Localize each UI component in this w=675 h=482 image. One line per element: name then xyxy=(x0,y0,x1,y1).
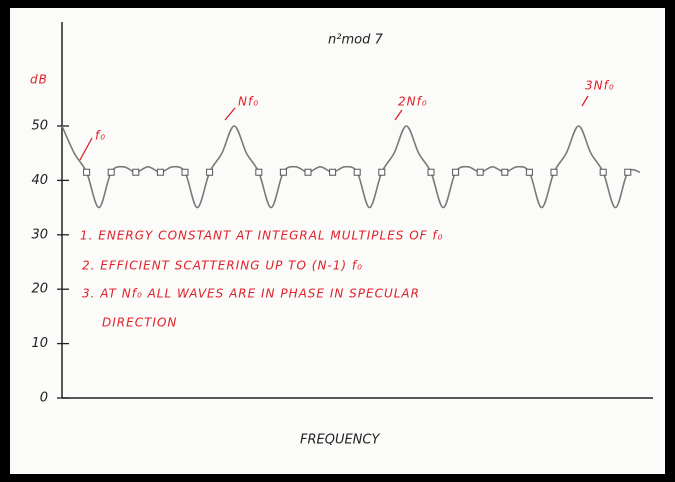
sample-marker xyxy=(330,169,336,175)
sample-marker xyxy=(280,169,286,175)
note: 3. AT Nf₀ ALL WAVES ARE IN PHASE IN SPEC… xyxy=(82,287,420,301)
annotation-pointer xyxy=(225,108,235,120)
chart-title: n²mod 7 xyxy=(328,33,383,48)
annotation-pointer xyxy=(582,96,588,106)
y-tick-label: 10 xyxy=(31,336,48,351)
sample-marker xyxy=(551,169,557,175)
sample-marker xyxy=(133,169,139,175)
y-tick-label: 50 xyxy=(31,119,48,134)
note: DIRECTION xyxy=(102,316,177,330)
sample-marker xyxy=(625,169,631,175)
sample-marker xyxy=(526,169,532,175)
sample-marker xyxy=(256,169,262,175)
sample-marker xyxy=(157,169,163,175)
sample-marker xyxy=(108,169,114,175)
response-curve xyxy=(62,126,640,208)
sample-marker xyxy=(502,169,508,175)
y-tick-label: 40 xyxy=(31,173,48,188)
peak-annotation: 3Nf₀ xyxy=(585,79,615,93)
sample-marker xyxy=(207,169,213,175)
x-axis-label: FREQUENCY xyxy=(300,433,380,448)
note: 1. ENERGY CONSTANT AT INTEGRAL MULTIPLES… xyxy=(80,229,443,243)
peak-annotation: f₀ xyxy=(95,129,106,143)
sample-marker xyxy=(428,169,434,175)
sample-marker xyxy=(477,169,483,175)
y-tick-label: 30 xyxy=(31,227,48,242)
note: 2. EFFICIENT SCATTERING UP TO (N-1) f₀ xyxy=(82,259,363,273)
peak-annotation: Nf₀ xyxy=(238,95,259,109)
paper: n²mod 7 FREQUENCY dB 0 10 20 30 40 50 f₀ Nf₀ 2Nf₀… xyxy=(10,8,665,474)
sample-marker xyxy=(305,169,311,175)
y-tick-label: 0 xyxy=(40,391,48,406)
y-axis-label: dB xyxy=(30,73,48,87)
page: {"chart_data": { "type": "line", "title"… xyxy=(0,0,675,482)
chart: n²mod 7 FREQUENCY dB 0 10 20 30 40 50 f₀ Nf₀ 2Nf₀… xyxy=(10,8,665,474)
peak-annotation: 2Nf₀ xyxy=(398,95,428,109)
annotation-pointer xyxy=(395,110,402,120)
sample-marker xyxy=(379,169,385,175)
annotation-pointer xyxy=(80,138,92,160)
y-tick-label: 20 xyxy=(31,282,48,297)
sample-marker xyxy=(84,169,90,175)
sample-marker xyxy=(182,169,188,175)
sample-marker xyxy=(453,169,459,175)
sample-marker xyxy=(600,169,606,175)
sample-marker xyxy=(354,169,360,175)
